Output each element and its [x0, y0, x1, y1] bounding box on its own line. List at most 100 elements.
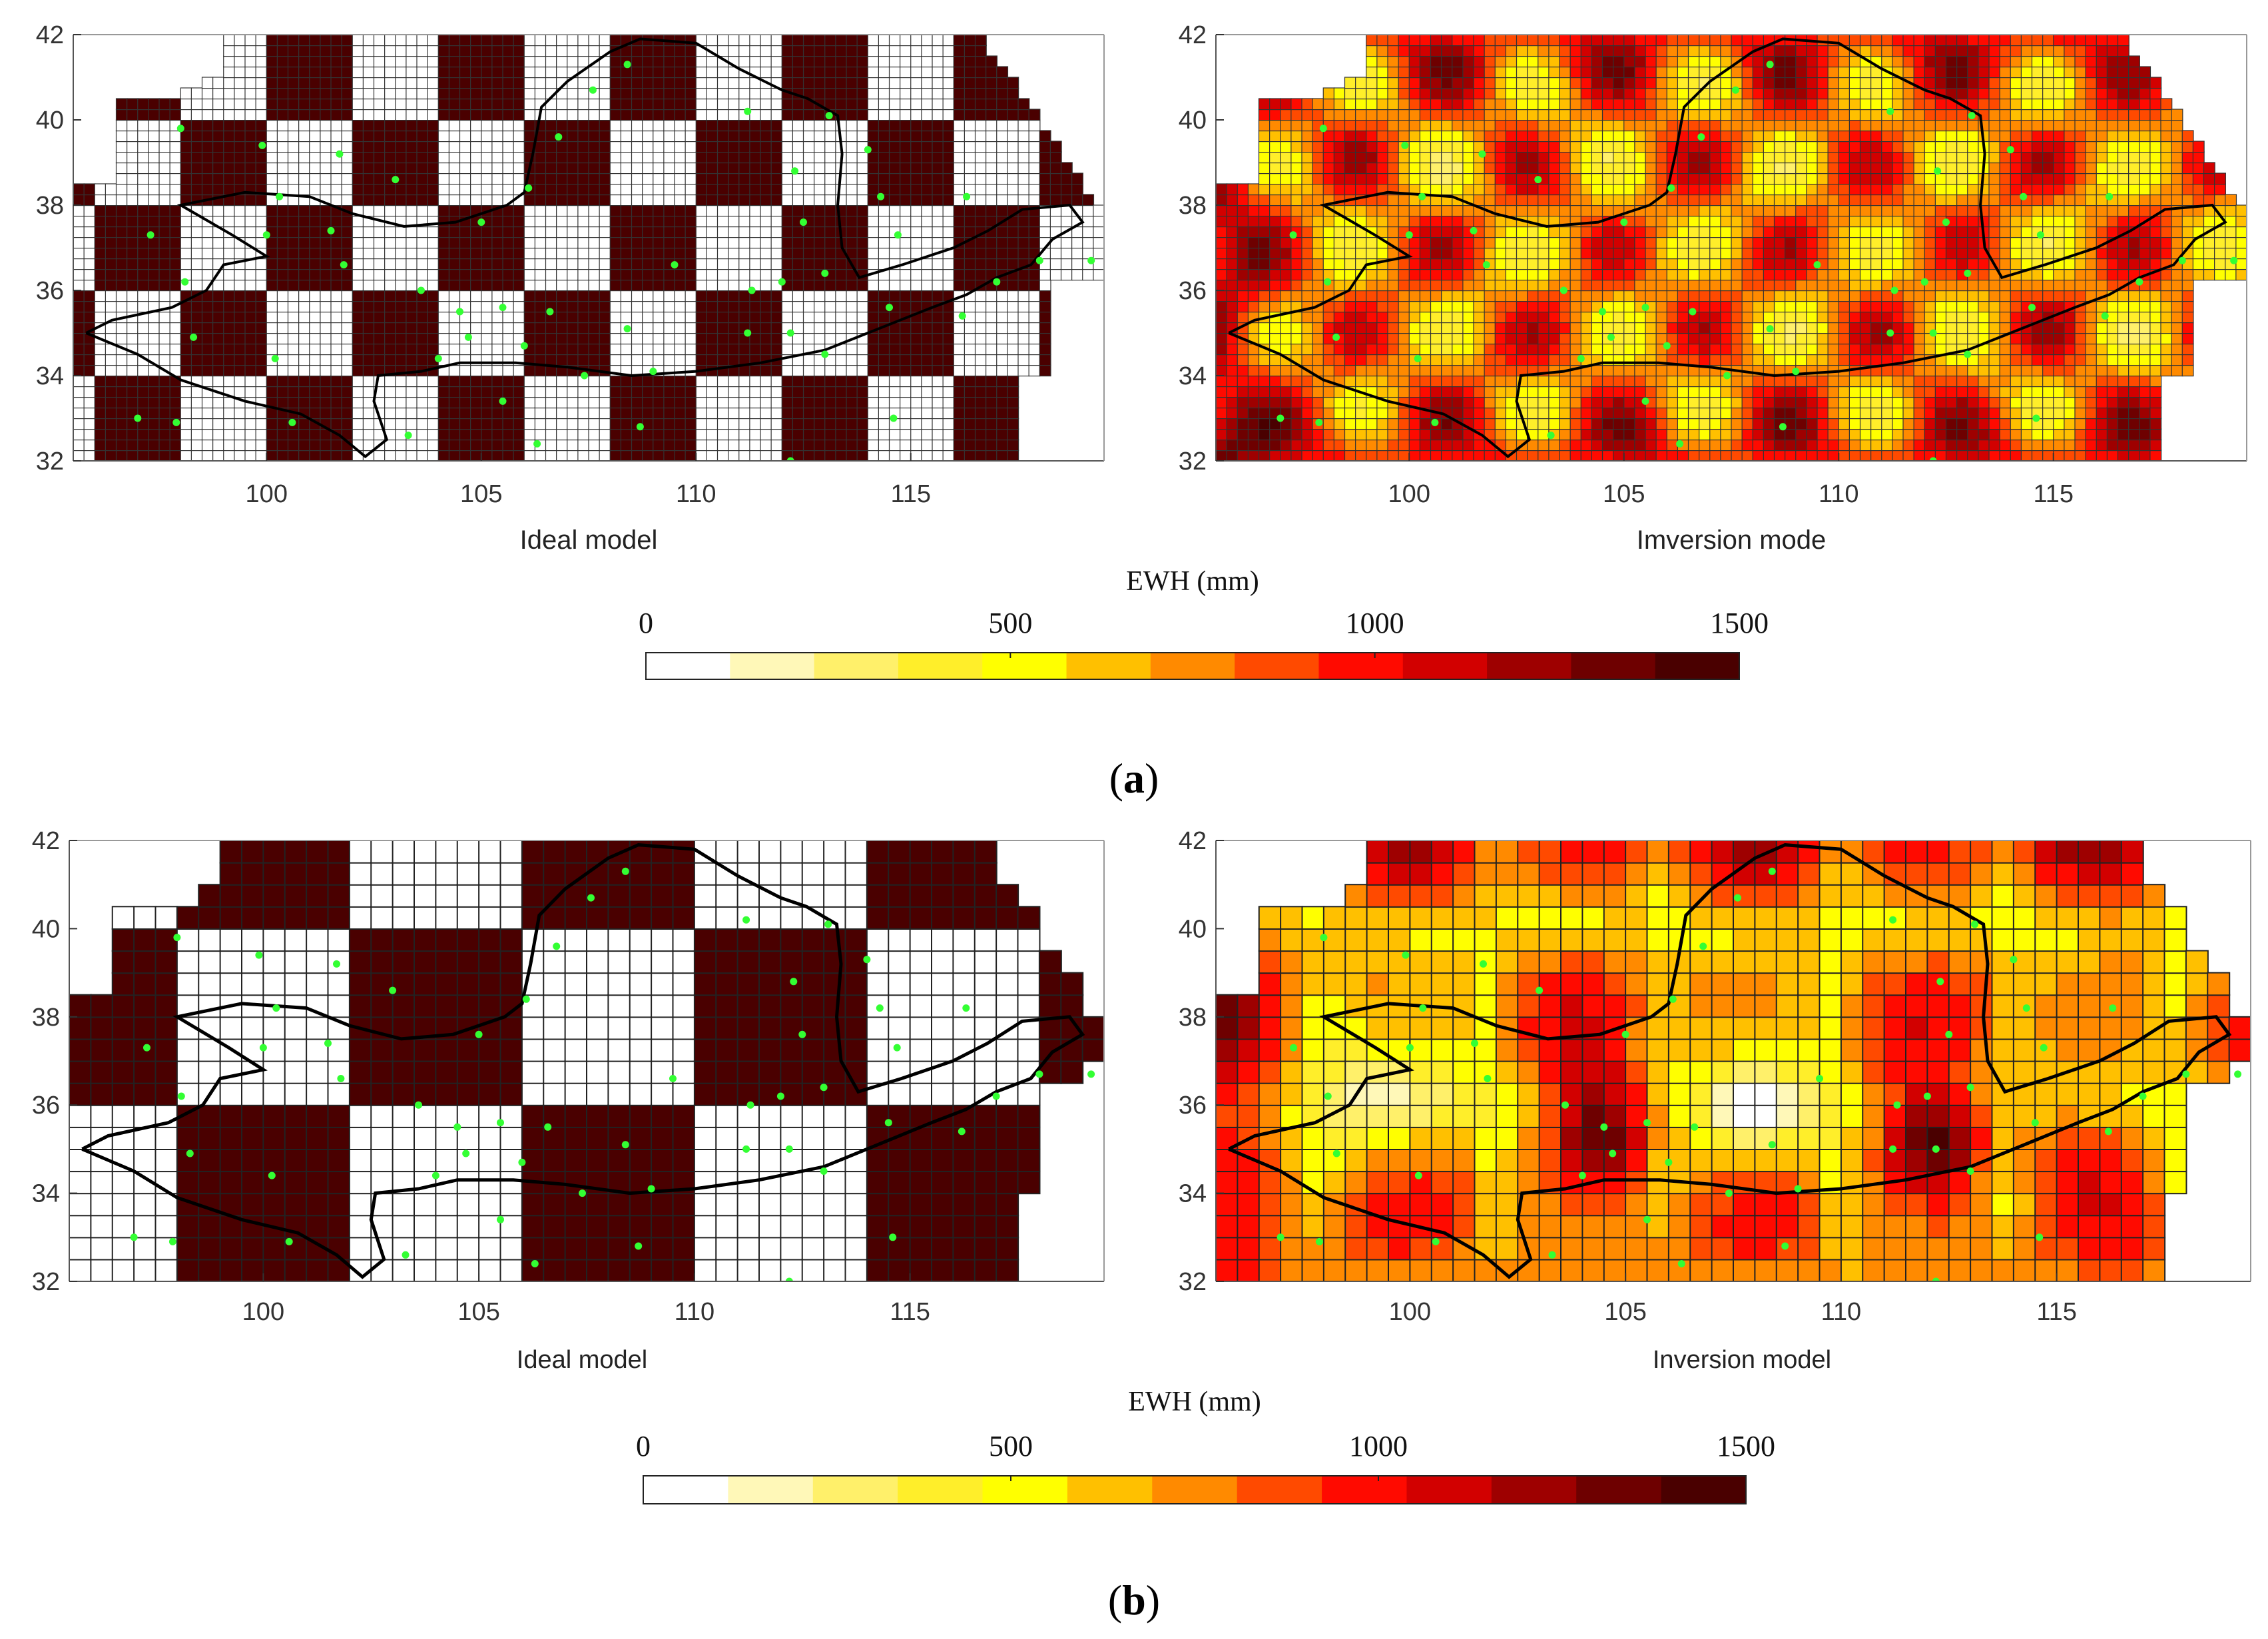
heatmap-cell — [341, 375, 354, 388]
heatmap-cell — [459, 396, 471, 409]
heatmap-cell — [373, 194, 386, 206]
heatmap-cell — [888, 130, 901, 143]
heatmap-cell — [1580, 183, 1593, 196]
heatmap-cell — [83, 396, 96, 409]
heatmap-cell — [105, 418, 117, 430]
heatmap-cell — [1269, 98, 1281, 111]
heatmap-cell — [1247, 364, 1260, 377]
heatmap-cell — [1527, 194, 1539, 206]
heatmap-cell — [1376, 204, 1389, 217]
heatmap-cell — [620, 300, 633, 313]
heatmap-cell — [1226, 354, 1239, 366]
heatmap-cell — [1484, 300, 1496, 313]
heatmap-cell — [341, 215, 354, 228]
heatmap-cell — [577, 141, 590, 153]
heatmap-cell — [1333, 439, 1346, 452]
heatmap-cell — [1430, 311, 1442, 324]
heatmap-cell — [749, 450, 762, 461]
heatmap-cell — [631, 407, 643, 420]
heatmap-cell — [792, 77, 804, 89]
heatmap-cell — [437, 109, 450, 121]
heatmap-cell — [137, 215, 150, 228]
heatmap-cell — [749, 343, 762, 356]
heatmap-cell — [1613, 322, 1625, 334]
heatmap-cell — [534, 77, 547, 89]
heatmap-cell — [406, 183, 418, 196]
heatmap-cell — [1060, 194, 1073, 206]
heatmap-cell — [1527, 279, 1539, 292]
heatmap-cell — [1452, 279, 1464, 292]
heatmap-cell — [942, 87, 955, 100]
heatmap-cell — [1312, 141, 1324, 153]
heatmap-cell — [835, 300, 848, 313]
heatmap-cell — [642, 55, 654, 68]
heatmap-cell — [942, 77, 955, 89]
heatmap-cell — [1430, 290, 1442, 302]
heatmap-cell — [1601, 258, 1614, 270]
heatmap-cell — [802, 119, 815, 132]
heatmap-cell — [685, 396, 697, 409]
heatmap-cell — [373, 55, 386, 68]
heatmap-cell — [309, 354, 322, 366]
heatmap-cell — [986, 418, 997, 430]
heatmap-cell — [1216, 396, 1228, 409]
heatmap-cell — [577, 55, 590, 68]
heatmap-cell — [953, 300, 966, 313]
heatmap-cell — [1580, 66, 1593, 79]
heatmap-cell — [448, 204, 461, 217]
heatmap-cell — [234, 290, 246, 302]
heatmap-cell — [802, 300, 815, 313]
heatmap-cell — [1269, 279, 1281, 292]
heatmap-cell — [1290, 247, 1303, 260]
heatmap-cell — [491, 151, 504, 164]
heatmap-cell — [1398, 311, 1410, 324]
heatmap-cell — [320, 386, 332, 398]
heatmap-cell — [910, 162, 923, 174]
heatmap-cell — [609, 268, 622, 281]
heatmap-cell — [1408, 418, 1421, 430]
heatmap-cell — [642, 439, 654, 452]
heatmap-cell — [437, 119, 450, 132]
heatmap-cell — [127, 332, 139, 345]
heatmap-cell — [631, 66, 643, 79]
heatmap-cell — [169, 109, 182, 121]
heatmap-cell — [491, 130, 504, 143]
heatmap-cell — [760, 194, 772, 206]
heatmap-cell — [814, 247, 826, 260]
heatmap-cell — [459, 428, 471, 441]
heatmap-cell — [1333, 279, 1346, 292]
heatmap-cell — [1290, 322, 1303, 334]
heatmap-cell — [1580, 268, 1593, 281]
heatmap-cell — [330, 66, 343, 79]
heatmap-cell — [1548, 279, 1561, 292]
heatmap-cell — [534, 428, 547, 441]
heatmap-cell — [802, 77, 815, 89]
heatmap-cell — [1473, 343, 1486, 356]
heatmap-cell — [341, 98, 354, 111]
heatmap-cell — [1280, 290, 1292, 302]
heatmap-cell — [986, 130, 997, 143]
heatmap-cell — [653, 141, 665, 153]
heatmap-cell — [1028, 364, 1041, 377]
heatmap-cell — [1441, 77, 1453, 89]
heatmap-cell — [792, 141, 804, 153]
heatmap-cell — [695, 151, 708, 164]
heatmap-cell — [276, 77, 289, 89]
heatmap-cell — [73, 194, 85, 206]
heatmap-cell — [1505, 194, 1518, 206]
heatmap-cell — [695, 141, 708, 153]
heatmap-cell — [567, 109, 579, 121]
heatmap-cell — [1441, 130, 1453, 143]
heatmap-cell — [513, 35, 525, 47]
heatmap-cell — [523, 236, 536, 249]
heatmap-cell — [1366, 279, 1378, 292]
heatmap-cell — [1237, 439, 1249, 452]
heatmap-cell — [642, 183, 654, 196]
heatmap-cell — [406, 98, 418, 111]
station-point — [434, 354, 442, 362]
heatmap-cell — [1462, 332, 1475, 345]
heatmap-cell — [266, 450, 278, 461]
heatmap-cell — [1516, 258, 1528, 270]
heatmap-cell — [1559, 236, 1571, 249]
heatmap-cell — [534, 172, 547, 185]
